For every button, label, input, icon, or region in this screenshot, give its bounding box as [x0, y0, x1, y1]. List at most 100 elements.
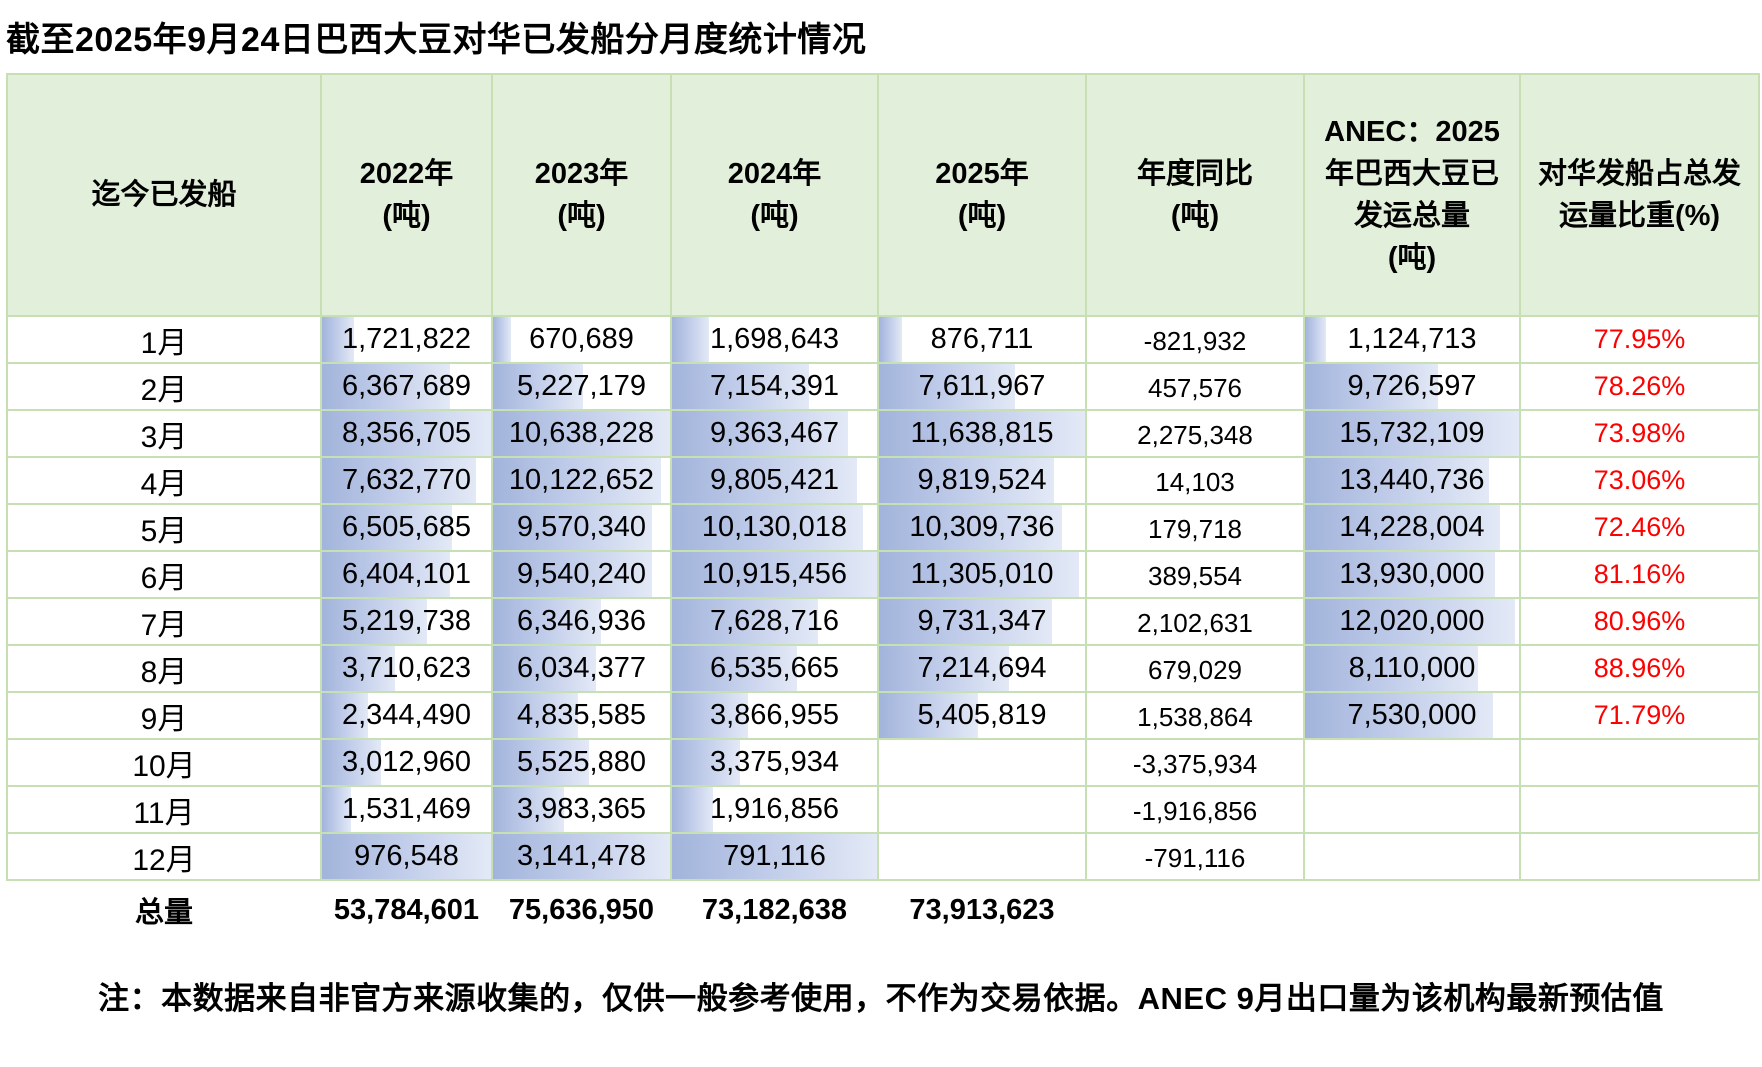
table-cell-yoy: 457,576	[1087, 364, 1303, 409]
row-month-label: 11月	[8, 787, 320, 832]
table-cell-y2022: 1,721,822	[322, 317, 491, 362]
cell-value: 73.06%	[1593, 465, 1686, 495]
row-month-label: 5月	[8, 505, 320, 550]
totals-label: 总量	[134, 897, 193, 929]
cell-value: 3,710,623	[341, 652, 471, 684]
cell-value: 9,726,597	[1347, 370, 1477, 402]
table-cell-y2022: 8,356,705	[322, 411, 491, 456]
data-bar	[322, 411, 491, 456]
table-cell-pct: 77.95%	[1521, 317, 1758, 362]
table-cell-anec: 7,530,000	[1305, 693, 1519, 738]
data-bar	[672, 693, 748, 738]
cell-value: 8,356,705	[341, 417, 471, 449]
cell-value: 5,219,738	[341, 605, 471, 637]
table-cell-yoy: 389,554	[1087, 552, 1303, 597]
table-cell-anec: 13,930,000	[1305, 552, 1519, 597]
data-bar	[672, 740, 740, 785]
table-cell-yoy: 1,538,864	[1087, 693, 1303, 738]
cell-value: 976,548	[354, 840, 459, 872]
table-cell-y2023: 9,540,240	[493, 552, 670, 597]
header-cell-2024: 2024年 (吨)	[672, 75, 877, 315]
table-cell-y2022: 6,404,101	[322, 552, 491, 597]
cell-value: 10,122,652	[508, 464, 655, 496]
table-cell-pct	[1521, 787, 1758, 832]
cell-value: 2月	[140, 373, 188, 407]
cell-value: 15,732,109	[1339, 417, 1485, 449]
table-cell-y2025: 10,309,736	[879, 505, 1085, 550]
table-cell-y2023: 3,983,365	[493, 787, 670, 832]
cell-value: 10,915,456	[701, 558, 848, 590]
cell-value: 7,632,770	[341, 464, 471, 496]
cell-value: 11月	[133, 796, 195, 830]
table-cell-y2024: 1,698,643	[672, 317, 877, 362]
table-cell-anec: 8,110,000	[1305, 646, 1519, 691]
header-label: 迄今已发船	[91, 178, 237, 211]
table-cell-pct: 71.79%	[1521, 693, 1758, 738]
cell-value: 9,805,421	[709, 464, 839, 496]
data-bar	[493, 740, 589, 785]
cell-value: 6月	[140, 561, 188, 595]
table-cell-anec: 1,124,713	[1305, 317, 1519, 362]
header-label: 对华发船占总发运量比重(%)	[1537, 157, 1741, 232]
row-month-label: 4月	[8, 458, 320, 503]
table-cell-y2025	[879, 740, 1085, 785]
data-bar	[879, 693, 978, 738]
table-cell-pct: 81.16%	[1521, 552, 1758, 597]
table-cell-yoy: 2,275,348	[1087, 411, 1303, 456]
table-cell-pct: 88.96%	[1521, 646, 1758, 691]
header-unit: (吨)	[557, 200, 606, 232]
data-bar	[1305, 693, 1494, 738]
header-label: 2023年	[534, 157, 629, 190]
data-bar	[1305, 646, 1479, 691]
table-cell-y2023: 5,525,880	[493, 740, 670, 785]
cell-value: 9,819,524	[917, 464, 1047, 496]
cell-value: -791,116	[1144, 843, 1246, 873]
header-cell-anec-total: ANEC：2025年巴西大豆已发运总量 (吨)	[1305, 75, 1519, 315]
table-cell-y2024: 3,866,955	[672, 693, 877, 738]
table-cell-y2024: 9,805,421	[672, 458, 877, 503]
data-bar	[672, 787, 713, 832]
table-cell-y2024: 7,628,716	[672, 599, 877, 644]
data-bar	[672, 364, 810, 409]
cell-value: 5月	[140, 514, 188, 548]
cell-value: 10,309,736	[909, 511, 1055, 543]
data-bar	[493, 364, 584, 409]
cell-value: 3,866,955	[709, 699, 839, 731]
cell-value: 7,628,716	[709, 605, 839, 637]
table-cell-anec: 13,440,736	[1305, 458, 1519, 503]
data-bar	[493, 458, 662, 503]
cell-value: 11,305,010	[910, 558, 1054, 590]
data-bar	[322, 458, 476, 503]
cell-value: 81.16%	[1593, 559, 1686, 589]
data-bar	[879, 364, 1015, 409]
data-bar	[672, 646, 798, 691]
cell-value: 179,718	[1148, 514, 1242, 544]
data-bar	[322, 599, 427, 644]
table-cell-y2022: 5,219,738	[322, 599, 491, 644]
data-bar	[672, 458, 857, 503]
header-label: 2022年	[359, 157, 454, 190]
cell-value: 10,130,018	[701, 511, 848, 543]
cell-value: 78.26%	[1593, 371, 1686, 401]
cell-value: 1,721,822	[341, 323, 471, 355]
row-month-label: 2月	[8, 364, 320, 409]
table-cell-y2025: 7,214,694	[879, 646, 1085, 691]
row-month-label: 7月	[8, 599, 320, 644]
cell-value: 6,404,101	[341, 558, 471, 590]
cell-value: 670,689	[529, 323, 634, 355]
table-cell-y2025: 11,638,815	[879, 411, 1085, 456]
data-bar	[1305, 317, 1327, 362]
header-label: ANEC：2025年巴西大豆已发运总量	[1324, 115, 1500, 232]
table-cell-pct: 73.98%	[1521, 411, 1758, 456]
table-cell-y2022: 6,367,689	[322, 364, 491, 409]
data-bar	[322, 740, 382, 785]
cell-value: 2,344,490	[341, 699, 471, 731]
cell-value: 13,440,736	[1339, 464, 1485, 496]
row-month-label: 12月	[8, 834, 320, 879]
cell-value: 7,154,391	[709, 370, 839, 402]
table-cell-y2024: 791,116	[672, 834, 877, 879]
cell-value: 457,576	[1148, 373, 1242, 403]
cell-value: 791,116	[723, 840, 826, 872]
table-cell-y2023: 3,141,478	[493, 834, 670, 879]
header-unit: (吨)	[957, 200, 1007, 232]
